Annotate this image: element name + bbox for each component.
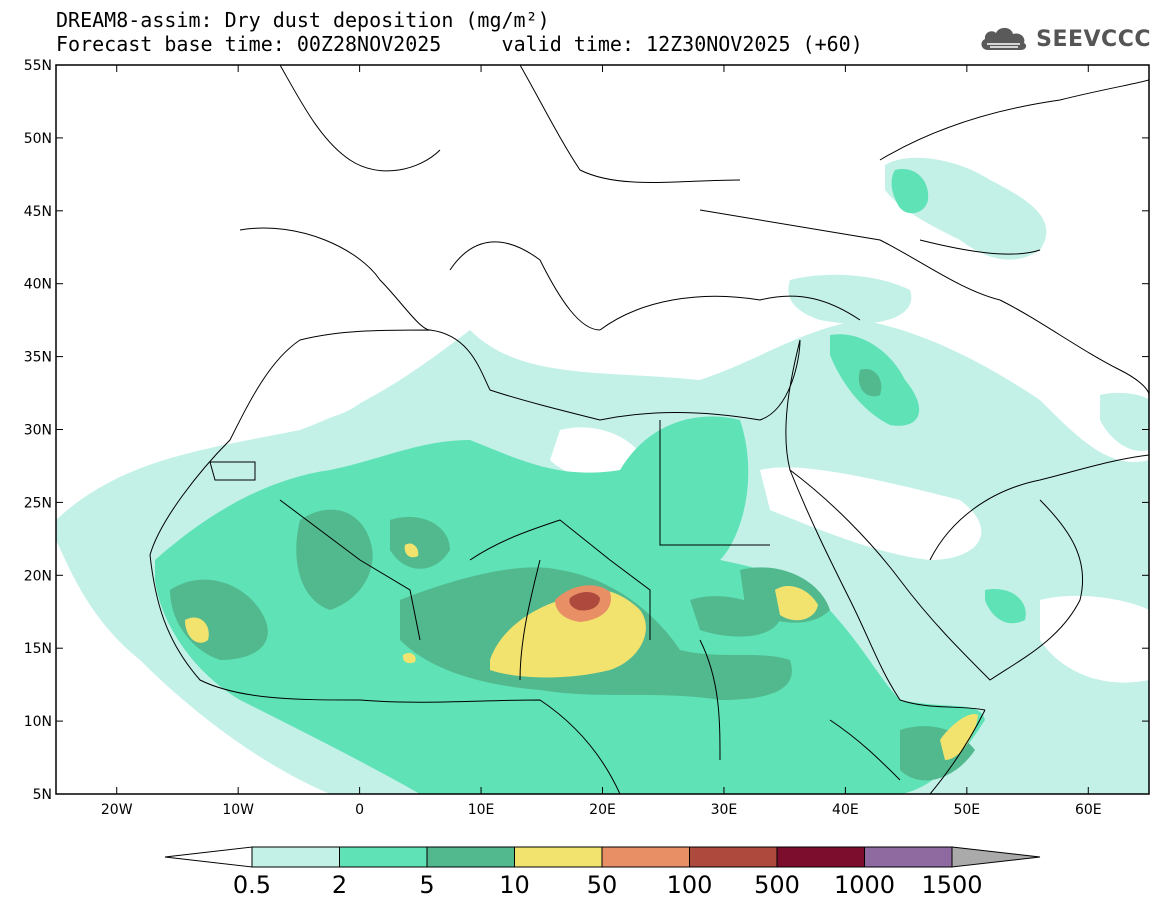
colorbar-label: 500: [754, 871, 800, 899]
lon-tick-label: 20W: [101, 802, 133, 818]
lon-tick-label: 20E: [589, 802, 616, 818]
colorbar-swatch: [426, 846, 515, 868]
colorbar-swatch: [864, 846, 953, 868]
colorbar-under-arrow: [164, 846, 253, 868]
lat-tick-label: 10N: [24, 714, 52, 730]
lon-tick-label: 10E: [468, 802, 495, 818]
colorbar-label: 1500: [921, 871, 982, 899]
time-row: Forecast base time: 00Z28NOV2025 valid t…: [56, 32, 863, 56]
colorbar-over-arrow: [951, 846, 1041, 868]
dust-level-10-50: [185, 543, 978, 760]
lon-tick-label: 50E: [953, 802, 980, 818]
lon-tick-label: 40E: [832, 802, 859, 818]
colorbar-label: 100: [667, 871, 713, 899]
cloud-icon: [981, 27, 1027, 50]
map-header: DREAM8-assim: Dry dust deposition (mg/m²…: [56, 8, 863, 56]
base-time: Forecast base time: 00Z28NOV2025: [56, 32, 442, 56]
lat-tick-label: 45N: [24, 204, 52, 220]
lon-tick-label: 60E: [1075, 802, 1102, 818]
colorbar-scale: 0.5 2 5 10 50 100 500 1000 1500: [164, 846, 1041, 899]
lat-tick-label: 5N: [33, 787, 52, 803]
lat-tick-label: 50N: [24, 131, 52, 147]
map-title: DREAM8-assim: Dry dust deposition (mg/m²…: [56, 8, 550, 32]
longitude-ticks: 20W 10W 0 10E 20E 30E 40E 50E 60E: [101, 65, 1102, 818]
lon-tick-label: 30E: [711, 802, 738, 818]
lat-tick-label: 20N: [24, 568, 52, 584]
lat-tick-label: 30N: [24, 423, 52, 439]
lat-tick-label: 15N: [24, 641, 52, 657]
latitude-ticks: 55N 50N 45N 40N 35N 30N 25N 20N 15N 10N 5N: [24, 58, 1149, 803]
colorbar-swatch: [776, 846, 865, 868]
colorbar-label: 5: [419, 871, 434, 899]
colorbar-swatch: [689, 846, 778, 868]
colorbar-swatch: [251, 846, 340, 868]
colorbar-swatch: [514, 846, 603, 868]
lon-tick-label: 0: [355, 802, 364, 818]
colorbar-label: 10: [499, 871, 530, 899]
valid-time: valid time: 12Z30NOV2025 (+60): [501, 32, 863, 56]
colorbar-label: 2: [332, 871, 347, 899]
lat-tick-label: 35N: [24, 350, 52, 366]
logo-text: SEEVCCC: [1036, 26, 1151, 52]
colorbar-swatch: [601, 846, 690, 868]
colorbar-label: 1000: [834, 871, 895, 899]
lat-tick-label: 25N: [24, 495, 52, 511]
colorbar-swatch: [339, 846, 428, 868]
map-canvas: [56, 65, 1149, 794]
lat-tick-label: 55N: [24, 58, 52, 74]
lat-tick-label: 40N: [24, 277, 52, 293]
dust-level-100-500: [569, 592, 600, 611]
lon-tick-label: 10W: [222, 802, 254, 818]
colorbar-label: 0.5: [233, 871, 271, 899]
coastlines-borders: [149, 65, 1149, 794]
seevccc-logo: SEEVCCC: [978, 24, 1151, 54]
colorbar-label: 50: [587, 871, 618, 899]
